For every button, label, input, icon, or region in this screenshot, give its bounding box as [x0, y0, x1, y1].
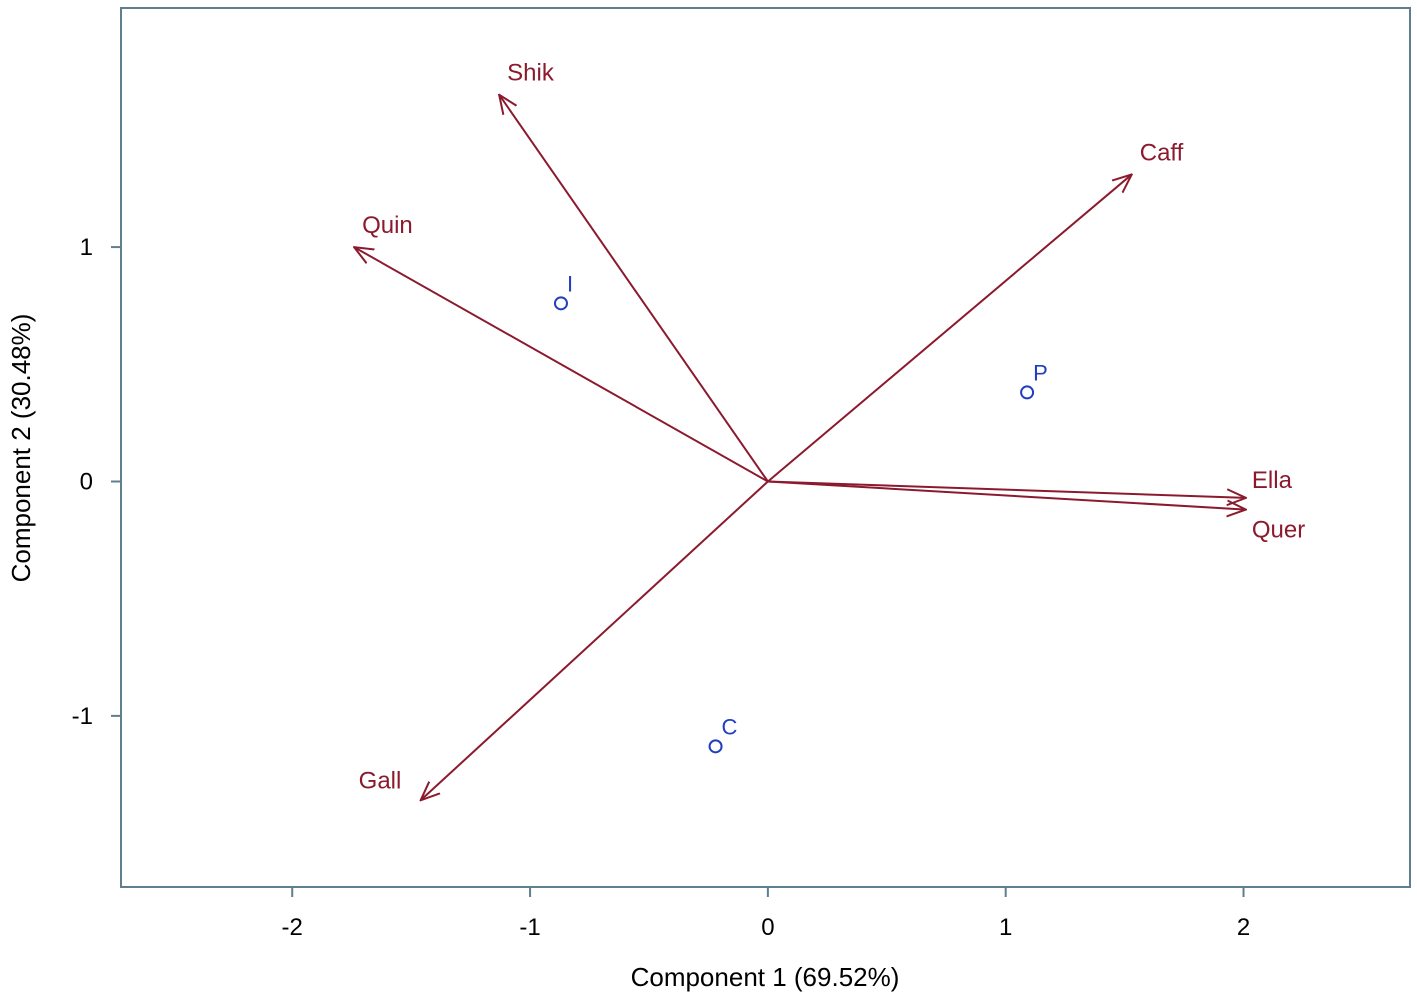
- vector-gall: [421, 480, 769, 800]
- vector-label-ella: Ella: [1252, 467, 1293, 494]
- vector-label-caff: Caff: [1140, 139, 1184, 166]
- vector-label-gall: Gall: [359, 767, 402, 794]
- observation-marker-i: [553, 296, 568, 311]
- x-tick-label: 1: [999, 914, 1012, 941]
- observation-label-c: C: [722, 714, 738, 739]
- observation-marker-c: [708, 739, 723, 754]
- observations: I P C: [553, 271, 1048, 754]
- y-tick-label: -1: [72, 703, 93, 730]
- y-axis-label: Component 2 (30.48%): [6, 314, 36, 583]
- y-tick-label: 0: [80, 468, 93, 495]
- vector-caff: [767, 174, 1132, 483]
- vector-label-quin: Quin: [362, 212, 413, 239]
- vector-label-shik: Shik: [507, 60, 555, 87]
- x-tick-label: 2: [1237, 914, 1250, 941]
- x-tick-label: 0: [761, 914, 774, 941]
- variable-vectors: Shik Caff Quin Ella Quer Gall: [354, 60, 1305, 801]
- x-tick-label: -1: [519, 914, 540, 941]
- y-tick-label: 1: [80, 234, 93, 261]
- observation-marker-p: [1020, 385, 1035, 400]
- vector-quin: [354, 247, 769, 483]
- x-axis: -2 -1 0 1 2: [282, 887, 1250, 941]
- observation-label-p: P: [1033, 360, 1048, 385]
- vector-ella: [767, 480, 1246, 497]
- observation-label-i: I: [567, 271, 573, 296]
- x-tick-label: -2: [282, 914, 303, 941]
- y-axis: -1 0 1: [72, 234, 121, 730]
- vector-label-quer: Quer: [1252, 517, 1305, 544]
- vector-shik: [499, 95, 769, 483]
- vector-quer: [767, 480, 1246, 509]
- plot-frame: [120, 7, 1411, 888]
- x-axis-label: Component 1 (69.52%): [631, 962, 900, 992]
